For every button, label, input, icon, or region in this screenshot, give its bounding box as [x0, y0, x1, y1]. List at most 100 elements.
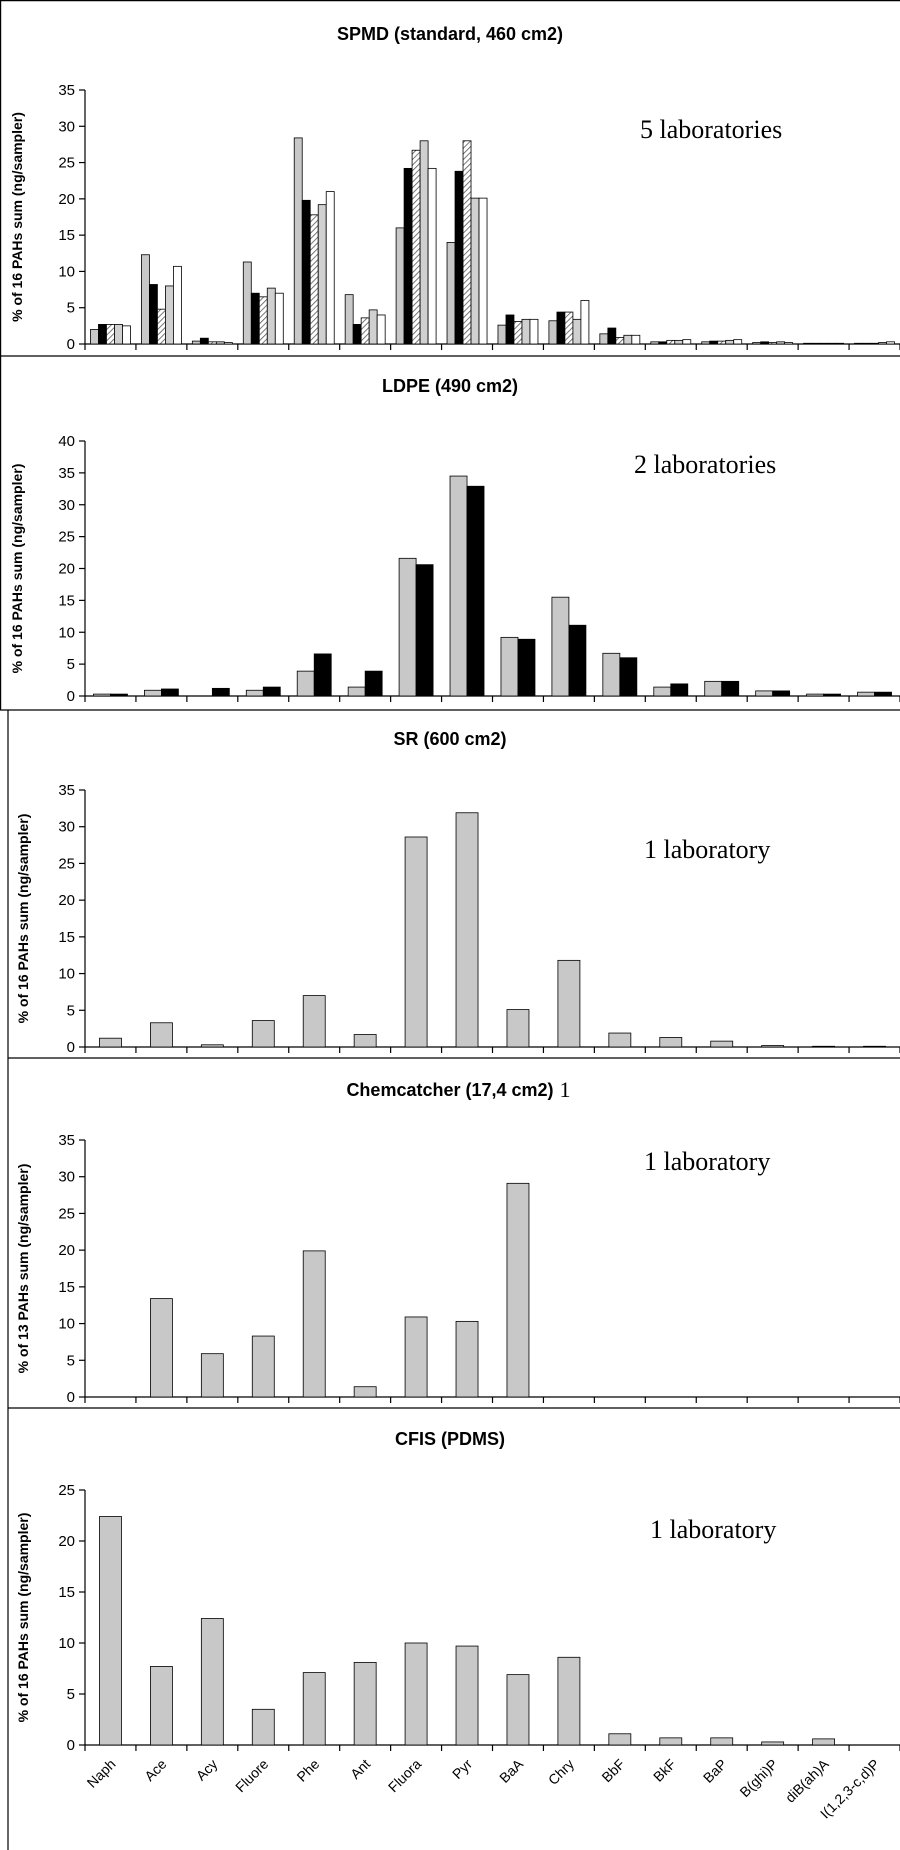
bar-diB(ah)A [827, 342, 836, 345]
y-tick-label: 35 [58, 82, 75, 99]
y-tick-label: 15 [58, 1279, 75, 1296]
bar-BaA [521, 318, 531, 345]
y-tick-label: 20 [58, 1242, 75, 1259]
bar-BaA [506, 1674, 530, 1746]
bar-Fluora [411, 149, 421, 345]
y-tick-label: 30 [58, 497, 75, 514]
bar-B(ghi)P [752, 342, 762, 345]
bar-Naph [106, 324, 115, 345]
bar-BaA [497, 324, 507, 345]
bar-Fluora [415, 564, 434, 697]
lab-count-annotation: 1 laboratory [644, 835, 770, 864]
bar-BkF [682, 339, 692, 345]
bar-Naph [93, 693, 111, 697]
bar-BbF [608, 1032, 632, 1048]
bar-Fluore [262, 686, 281, 697]
bar-Fluore [258, 296, 268, 345]
y-tick-label: 15 [58, 1584, 75, 1601]
bar-BaA [529, 318, 539, 345]
bar-Phe [313, 653, 332, 697]
y-tick-label: 5 [67, 300, 75, 317]
bar-Fluora [404, 836, 428, 1048]
bar-BaP [733, 339, 743, 345]
panel-2: LDPE (490 cm2) 2 laboratories 0 5 10 15 20 25 30… [0, 355, 900, 705]
panel-title: CFIS (PDMS) [395, 1429, 505, 1449]
bar-Ant [347, 686, 366, 697]
bar-B(ghi)P [761, 1045, 785, 1048]
category-label: Chry [545, 1756, 577, 1788]
bar-BaA [517, 638, 536, 697]
bar-Acy [215, 341, 225, 345]
panel-1: SPMD (standard, 460 cm2) 5 laboratories 0 5… [9, 24, 900, 353]
bar-I(1,2,3-c,d)P [874, 691, 892, 697]
y-tick-label: 20 [58, 191, 75, 208]
bar-BkF [659, 1037, 683, 1048]
y-tick-label: 25 [58, 1482, 75, 1499]
y-tick-label: 10 [58, 1316, 75, 1333]
bar-Fluore [242, 261, 252, 345]
title-footnote-mark: 1 [560, 1077, 571, 1102]
bar-Chry [564, 311, 574, 345]
bar-Fluora [395, 227, 405, 345]
y-tick-label: 15 [58, 227, 75, 244]
bar-BaA [500, 636, 519, 697]
bar-Fluore [251, 1708, 275, 1746]
y-tick-label: 20 [58, 561, 75, 578]
y-tick-label: 0 [67, 1737, 75, 1754]
bar-Acy [200, 1618, 224, 1746]
panel-title: Chemcatcher (17,4 cm2) [346, 1080, 553, 1100]
bar-Chry [557, 959, 581, 1048]
bar-Ace [149, 284, 158, 345]
bar-BaA [513, 321, 523, 345]
bar-BaP [709, 340, 719, 345]
y-tick-label: 5 [67, 1352, 75, 1369]
bar-BbF [608, 1733, 632, 1746]
bar-Fluora [403, 167, 413, 345]
bar-Fluore [251, 1020, 275, 1048]
category-label: Ant [347, 1756, 373, 1782]
y-tick-label: 35 [58, 782, 75, 799]
y-axis-label: % of 16 PAHs sum (ng/sampler) [15, 1513, 31, 1723]
bar-BaA [506, 1182, 530, 1398]
bar-Naph [99, 1037, 122, 1048]
bar-diB(ah)A [811, 342, 820, 345]
bar-Ant [353, 1661, 377, 1746]
bar-B(ghi)P [776, 341, 786, 345]
y-tick-label: 25 [58, 1205, 75, 1222]
bar-Pyr [470, 197, 480, 345]
bar-Chry [551, 596, 570, 697]
lab-count-annotation: 1 laboratory [644, 1147, 770, 1176]
bar-Acy [211, 687, 230, 697]
panel-title: SR (600 cm2) [393, 729, 506, 749]
bar-BaP [710, 1040, 734, 1048]
category-label: B(ghi)P [736, 1756, 780, 1800]
bar-BbF [602, 652, 621, 697]
bar-Chry [548, 320, 558, 345]
bar-Acy [200, 1353, 224, 1398]
y-tick-label: 10 [58, 1635, 75, 1652]
y-tick-label: 40 [58, 433, 75, 450]
bar-Ant [360, 317, 370, 345]
y-tick-label: 0 [67, 1039, 75, 1056]
bar-Fluore [250, 292, 260, 345]
bar-Ace [150, 1666, 173, 1746]
bar-Pyr [454, 170, 464, 345]
bar-I(1,2,3-c,d)P [886, 341, 895, 345]
bar-BkF [659, 1737, 683, 1746]
y-tick-label: 5 [67, 656, 75, 673]
bar-Ant [376, 314, 386, 345]
bar-Ace [144, 689, 162, 697]
y-axis-label: % of 16 PAHs sum (ng/sampler) [9, 112, 25, 322]
bar-Fluore [266, 287, 276, 345]
bar-B(ghi)P [784, 342, 794, 345]
bar-Fluora [427, 167, 437, 345]
bar-Naph [99, 1516, 122, 1746]
bar-Fluora [404, 1642, 428, 1746]
bar-Fluora [419, 140, 429, 345]
bar-Naph [90, 329, 99, 345]
bar-BaP [701, 341, 711, 345]
bar-BkF [666, 339, 676, 345]
category-label: Phe [293, 1756, 322, 1785]
bar-BaP [710, 1737, 734, 1746]
